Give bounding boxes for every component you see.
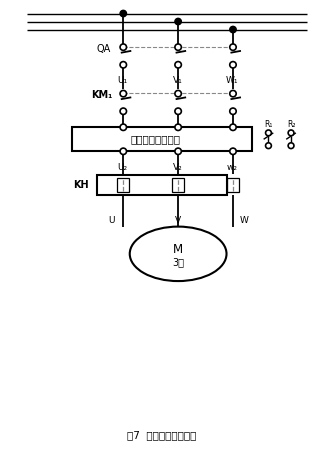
Circle shape xyxy=(230,148,236,154)
Circle shape xyxy=(266,130,272,136)
Circle shape xyxy=(230,62,236,68)
Circle shape xyxy=(120,108,126,114)
Circle shape xyxy=(120,148,126,154)
Circle shape xyxy=(230,44,236,50)
Circle shape xyxy=(266,143,272,148)
Circle shape xyxy=(288,143,294,148)
Text: QA: QA xyxy=(96,44,110,54)
Text: R₁: R₁ xyxy=(264,120,273,129)
Text: 图7  不带旁路的一次图: 图7 不带旁路的一次图 xyxy=(127,430,197,440)
Circle shape xyxy=(175,44,181,50)
Circle shape xyxy=(230,108,236,114)
Circle shape xyxy=(230,27,236,33)
Circle shape xyxy=(288,130,294,136)
Text: V₁: V₁ xyxy=(173,76,182,85)
Circle shape xyxy=(120,124,126,130)
Circle shape xyxy=(175,90,181,97)
Circle shape xyxy=(175,124,181,130)
Circle shape xyxy=(120,10,126,17)
Text: M: M xyxy=(173,243,183,256)
Text: V₂: V₂ xyxy=(173,163,182,172)
Circle shape xyxy=(175,108,181,114)
Text: W: W xyxy=(240,216,249,225)
Circle shape xyxy=(120,62,126,68)
Circle shape xyxy=(120,90,126,97)
Text: KH: KH xyxy=(74,180,89,190)
Circle shape xyxy=(175,62,181,68)
Text: KM₁: KM₁ xyxy=(91,90,112,100)
Circle shape xyxy=(120,44,126,50)
Text: 3～: 3～ xyxy=(172,257,184,267)
Text: 电动机软启动装置: 电动机软启动装置 xyxy=(131,134,180,144)
Text: V: V xyxy=(175,216,181,225)
Bar xyxy=(117,178,129,192)
Bar xyxy=(172,178,184,192)
Circle shape xyxy=(230,124,236,130)
Bar xyxy=(72,127,252,151)
Circle shape xyxy=(175,18,181,25)
Text: U₁: U₁ xyxy=(118,76,128,85)
Text: W₁: W₁ xyxy=(226,76,238,85)
Bar xyxy=(227,178,239,192)
Bar xyxy=(98,176,226,194)
Circle shape xyxy=(175,148,181,154)
Text: U₂: U₂ xyxy=(118,163,128,172)
Text: R₂: R₂ xyxy=(287,120,295,129)
Circle shape xyxy=(230,90,236,97)
Text: w₂: w₂ xyxy=(227,163,238,172)
Text: U: U xyxy=(109,216,115,225)
